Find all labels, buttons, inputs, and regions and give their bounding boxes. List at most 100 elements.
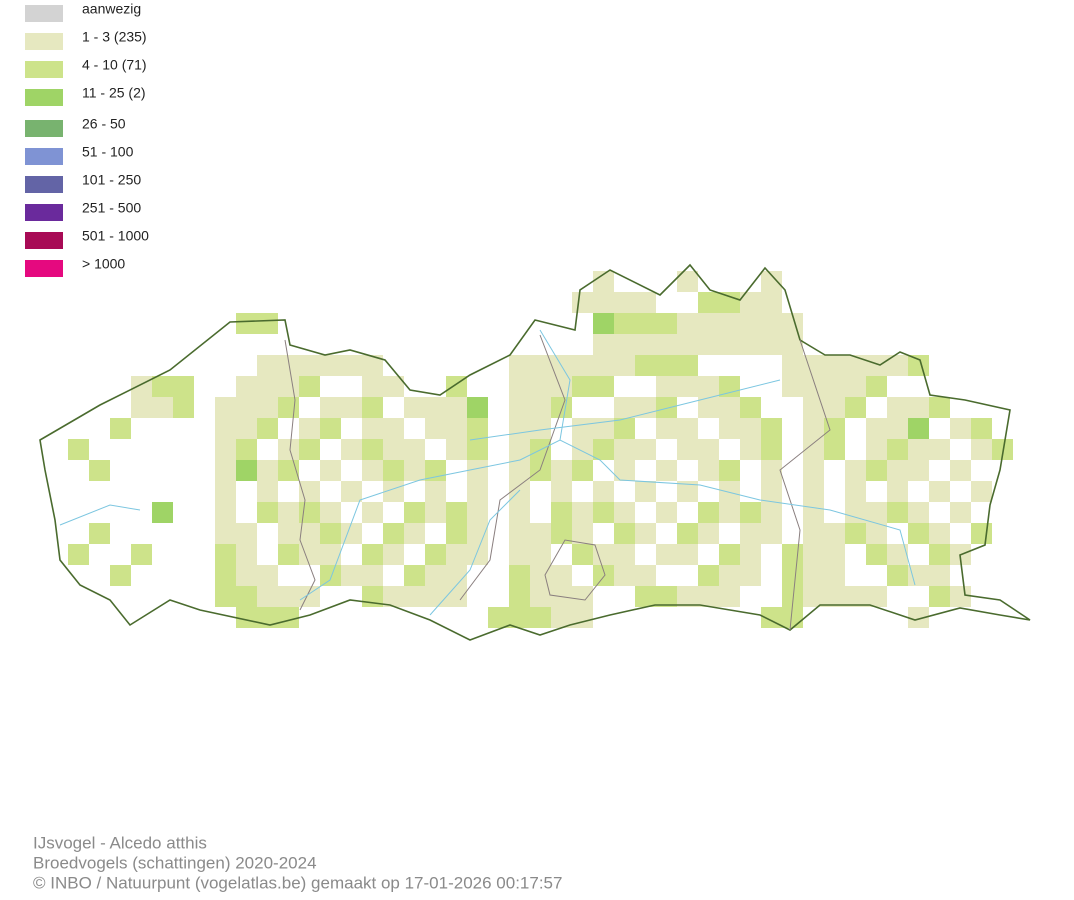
grid-square <box>89 523 110 544</box>
grid-square <box>257 481 278 502</box>
grid-square <box>824 355 845 376</box>
grid-square <box>257 355 278 376</box>
grid-square <box>614 292 635 313</box>
grid-square <box>656 460 677 481</box>
grid-square <box>572 544 593 565</box>
grid-square <box>740 544 761 565</box>
legend-label: aanwezig <box>82 1 141 17</box>
grid-square <box>635 439 656 460</box>
grid-square <box>887 439 908 460</box>
grid-square <box>677 544 698 565</box>
grid-square <box>467 397 488 418</box>
grid-square <box>425 502 446 523</box>
legend-label: 101 - 250 <box>82 172 141 188</box>
grid-square <box>425 397 446 418</box>
grid-square <box>677 334 698 355</box>
grid-square <box>383 460 404 481</box>
grid-square <box>824 586 845 607</box>
grid-square <box>257 376 278 397</box>
river <box>59 329 916 616</box>
grid-square <box>887 397 908 418</box>
grid-square <box>698 397 719 418</box>
grid-square <box>803 502 824 523</box>
grid-square <box>740 565 761 586</box>
grid-square <box>698 565 719 586</box>
grid-square <box>257 565 278 586</box>
grid-square <box>803 481 824 502</box>
grid-square <box>383 418 404 439</box>
grid-square <box>509 376 530 397</box>
grid-square <box>320 523 341 544</box>
grid-square <box>341 481 362 502</box>
grid-square <box>215 439 236 460</box>
grid-square <box>719 481 740 502</box>
grid-square <box>698 586 719 607</box>
grid-square <box>929 523 950 544</box>
legend-swatch <box>25 5 63 22</box>
grid-square <box>761 418 782 439</box>
grid-square <box>509 586 530 607</box>
grid-square <box>467 418 488 439</box>
grid-square <box>656 397 677 418</box>
grid-square <box>236 418 257 439</box>
legend-label: 4 - 10 (71) <box>82 57 147 73</box>
grid-square <box>467 439 488 460</box>
grid-square <box>950 460 971 481</box>
grid-square <box>740 292 761 313</box>
grid-square <box>383 586 404 607</box>
grid-square <box>698 334 719 355</box>
legend-label: > 1000 <box>82 256 125 272</box>
grid-square <box>782 544 803 565</box>
legend-label: 1 - 3 (235) <box>82 29 147 45</box>
grid-square <box>866 523 887 544</box>
grid-square <box>719 586 740 607</box>
grid-square <box>278 502 299 523</box>
grid-square <box>908 565 929 586</box>
grid-square <box>614 523 635 544</box>
grid-square <box>320 565 341 586</box>
grid-square <box>656 334 677 355</box>
grid-square <box>593 271 614 292</box>
grid-square <box>383 376 404 397</box>
grid-square <box>656 418 677 439</box>
grid-square <box>257 502 278 523</box>
grid-square <box>824 397 845 418</box>
grid-square <box>635 334 656 355</box>
grid-square <box>866 418 887 439</box>
grid-square <box>614 439 635 460</box>
grid-square <box>530 607 551 628</box>
grid-square <box>530 397 551 418</box>
grid-square <box>740 418 761 439</box>
grid-square <box>887 544 908 565</box>
grid-square <box>551 481 572 502</box>
grid-square <box>362 439 383 460</box>
grid-square <box>509 523 530 544</box>
legend-swatch <box>25 120 63 137</box>
grid-square <box>908 355 929 376</box>
grid-square <box>236 607 257 628</box>
grid-square <box>404 460 425 481</box>
grid-square <box>614 355 635 376</box>
grid-square <box>635 523 656 544</box>
grid-square <box>446 502 467 523</box>
grid-square <box>152 376 173 397</box>
grid-square <box>845 586 866 607</box>
grid-square <box>152 397 173 418</box>
grid-square <box>803 544 824 565</box>
grid-square <box>719 460 740 481</box>
grid-square <box>887 502 908 523</box>
grid-square <box>425 418 446 439</box>
grid-square <box>278 355 299 376</box>
grid-square <box>593 544 614 565</box>
grid-square <box>572 439 593 460</box>
legend-label: 501 - 1000 <box>82 228 149 244</box>
grid-square <box>656 544 677 565</box>
grid-square <box>698 439 719 460</box>
grid-square <box>698 460 719 481</box>
grid-square <box>509 397 530 418</box>
grid-square <box>614 460 635 481</box>
grid-square <box>446 586 467 607</box>
grid-square <box>341 523 362 544</box>
grid-square <box>446 523 467 544</box>
